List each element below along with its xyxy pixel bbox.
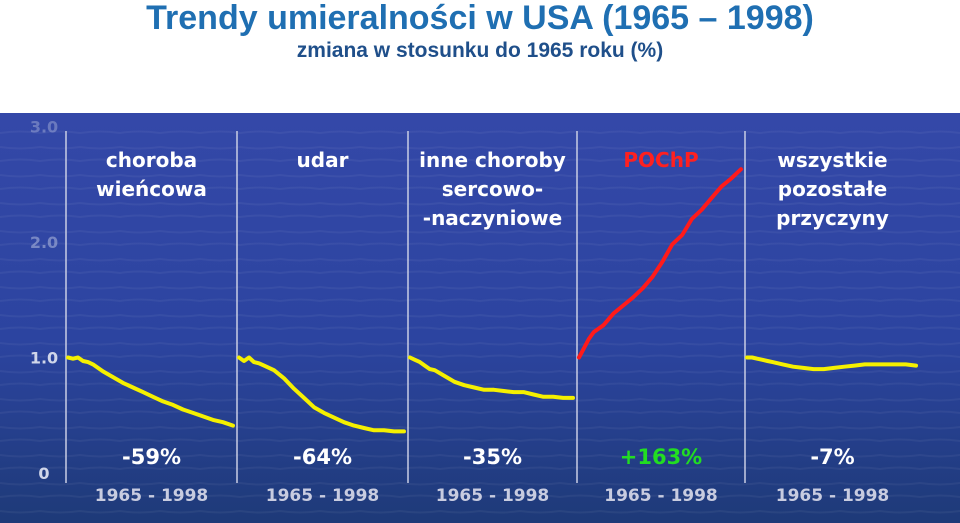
- series-line: [745, 355, 918, 372]
- series-line: [577, 167, 743, 360]
- y-tick-label: 1.0: [30, 349, 58, 368]
- chart-panel: POChP +163% 1965 - 1998: [576, 131, 743, 506]
- x-range-label: 1965 - 1998: [266, 486, 380, 506]
- wave-line: [0, 326, 960, 331]
- wave-line: [0, 481, 960, 486]
- percent-change-label: -35%: [463, 445, 522, 469]
- wave-line: [0, 382, 960, 387]
- panel-category-label: choroba: [106, 148, 197, 172]
- wave-line: [0, 270, 960, 275]
- wave-line: [0, 145, 960, 150]
- wave-line: [0, 242, 960, 247]
- chart-panel: choroba wieńcowa -59% 1965 - 1998: [65, 131, 235, 506]
- x-range-label: 1965 - 1998: [776, 486, 890, 506]
- page-subtitle: zmiana w stosunku do 1965 roku (%): [296, 39, 664, 62]
- panel-category-label: sercowo-: [442, 177, 543, 201]
- percent-change-label: -59%: [122, 445, 181, 469]
- water-texture: [0, 130, 960, 514]
- wave-line: [0, 173, 960, 178]
- percent-change-label: -64%: [293, 445, 352, 469]
- panel-category-label: udar: [297, 148, 349, 172]
- wave-line: [0, 410, 960, 415]
- wave-line: [0, 285, 960, 290]
- mortality-trends-chart: 0 1.0 2.0 3.0 choroba wieńcowa -59% 1965 - 199…: [0, 113, 960, 523]
- wave-line: [0, 313, 960, 318]
- chart-background: [0, 113, 960, 523]
- wave-line: [0, 158, 960, 163]
- percent-change-label: +163%: [620, 445, 702, 469]
- panel-category-label: POChP: [623, 148, 698, 172]
- wave-line: [0, 341, 960, 346]
- wave-line: [0, 130, 960, 135]
- chart-panels: choroba wieńcowa -59% 1965 - 1998 udar -64% 19…: [65, 131, 918, 506]
- x-range-label: 1965 - 1998: [604, 486, 718, 506]
- series-line: [237, 355, 406, 434]
- wave-line: [0, 425, 960, 430]
- wave-line: [0, 466, 960, 471]
- x-range-label: 1965 - 1998: [95, 486, 209, 506]
- series-line: [66, 355, 235, 428]
- chart-panel: udar -64% 1965 - 1998: [236, 131, 406, 506]
- panel-category-label: wieńcowa: [96, 177, 207, 201]
- y-axis: 0 1.0 2.0 3.0: [30, 118, 58, 484]
- wave-line: [0, 438, 960, 443]
- wave-line: [0, 369, 960, 374]
- wave-line: [0, 186, 960, 191]
- y-tick-label: 3.0: [30, 118, 58, 137]
- series-line: [408, 355, 575, 400]
- wave-line: [0, 257, 960, 262]
- wave-line: [0, 214, 960, 219]
- wave-line: [0, 201, 960, 206]
- chart-panel: wszystkie pozostałe przyczyny -7% 1965 - 199…: [744, 131, 918, 506]
- y-tick-label: 2.0: [30, 233, 58, 252]
- panel-category-label: wszystkie: [777, 148, 887, 172]
- panel-category-label: pozostałe: [778, 177, 887, 201]
- wave-line: [0, 229, 960, 234]
- panel-category-label: inne choroby: [419, 148, 566, 172]
- panel-category-label: przyczyny: [776, 206, 889, 230]
- percent-change-label: -7%: [810, 445, 854, 469]
- wave-line: [0, 354, 960, 359]
- wave-line: [0, 298, 960, 303]
- wave-line: [0, 453, 960, 458]
- wave-line: [0, 509, 960, 514]
- y-tick-label: 0: [38, 464, 49, 483]
- page-title: Trendy umieralności w USA (1965 – 1998): [146, 0, 814, 37]
- x-range-label: 1965 - 1998: [436, 486, 550, 506]
- panel-category-label: -naczyniowe: [423, 206, 562, 230]
- chart-panel: inne choroby sercowo- -naczyniowe -35% 1965 …: [407, 131, 575, 506]
- wave-line: [0, 494, 960, 499]
